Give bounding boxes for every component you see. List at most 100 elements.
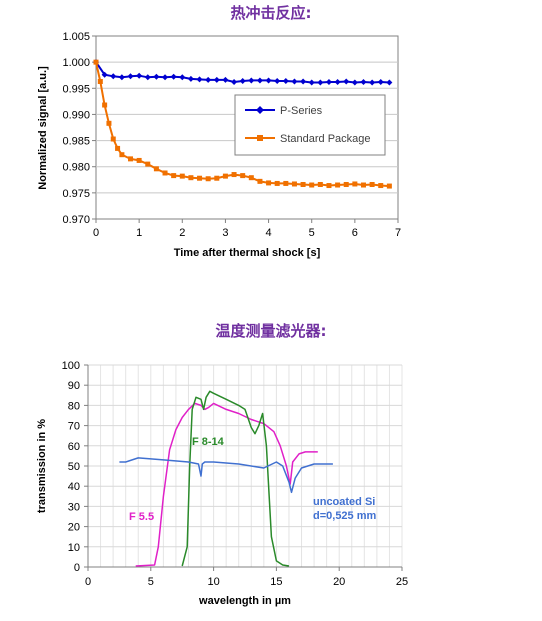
- chart2-y-ticks: 0 10 20 30 40 50 60 70 80 90 100: [62, 360, 88, 574]
- data-point: [240, 173, 246, 179]
- data-point: [360, 79, 367, 86]
- data-point: [179, 74, 186, 81]
- x-tick-label: 0: [93, 227, 99, 239]
- data-point: [205, 76, 212, 83]
- x-tick-label: 6: [352, 227, 358, 239]
- legend-p-series-marker: [256, 106, 264, 114]
- chart2-y-axis-label: transmission in %: [36, 419, 48, 513]
- y-tick-label: 0.995: [62, 83, 90, 95]
- chart2-x-ticks: 0 5 10 15 20 25: [85, 567, 408, 588]
- data-point: [352, 181, 358, 187]
- chart2-gridlines: [88, 364, 403, 567]
- filters-chart: 0 10 20 30 40 50 60 70 80 90 100 0 5 10 15 20 25 wavele…: [36, 360, 408, 607]
- x-tick-label: 1: [136, 227, 142, 239]
- data-point: [197, 175, 203, 181]
- data-point: [145, 161, 151, 167]
- y-tick-label: 0.990: [62, 109, 90, 121]
- data-point: [300, 78, 307, 85]
- x-tick-label: 5: [309, 227, 315, 239]
- data-point: [127, 73, 134, 80]
- legend-standard-label: Standard Package: [280, 133, 371, 145]
- data-point: [300, 181, 306, 187]
- data-point: [265, 77, 272, 84]
- data-point: [179, 173, 185, 179]
- data-point: [326, 183, 332, 189]
- chart1-legend: P-Series Standard Package: [234, 94, 386, 156]
- y-tick-label: 0.980: [62, 162, 90, 174]
- data-point: [369, 181, 375, 187]
- data-point: [153, 166, 159, 172]
- x-tick-label: 20: [333, 576, 345, 588]
- y-tick-label: 0: [74, 562, 80, 574]
- data-point: [266, 180, 272, 186]
- data-point: [343, 181, 349, 187]
- data-point: [222, 173, 228, 179]
- y-tick-label: 40: [68, 481, 80, 493]
- data-point: [360, 182, 366, 188]
- data-point: [118, 74, 125, 81]
- data-point: [343, 78, 350, 85]
- y-tick-label: 60: [68, 441, 80, 453]
- data-point: [162, 74, 169, 81]
- data-point: [386, 183, 392, 189]
- data-point: [291, 78, 298, 85]
- data-point: [282, 77, 289, 84]
- data-point: [256, 77, 263, 84]
- data-point: [93, 59, 99, 65]
- data-point: [196, 76, 203, 83]
- y-tick-label: 10: [68, 542, 80, 554]
- x-tick-label: 5: [148, 576, 154, 588]
- thermal-shock-chart: 0.970 0.975 0.980 0.985 0.990 0.995 1.000 1.005…: [37, 31, 401, 259]
- data-point: [334, 79, 341, 86]
- annotation-si-line1: uncoated Si: [313, 496, 375, 508]
- data-point: [369, 79, 376, 86]
- x-tick-label: 15: [270, 576, 282, 588]
- data-point: [171, 173, 177, 179]
- legend-box: [234, 94, 386, 156]
- data-point: [153, 73, 160, 80]
- data-point: [106, 120, 112, 126]
- data-point: [188, 175, 194, 181]
- legend-p-series-label: P-Series: [280, 105, 323, 117]
- chart1-series: [93, 59, 393, 189]
- data-point: [308, 79, 315, 86]
- data-point: [213, 76, 220, 83]
- data-point: [187, 75, 194, 82]
- data-point: [248, 77, 255, 84]
- annotation-si-line2: d=0,525 mm: [313, 510, 377, 522]
- data-point: [97, 78, 103, 84]
- data-point: [231, 79, 238, 86]
- data-point: [101, 71, 108, 78]
- y-tick-label: 50: [68, 461, 80, 473]
- data-point: [136, 72, 143, 79]
- data-point: [317, 79, 324, 86]
- chart2-title: 温度测量滤光器:: [215, 322, 327, 340]
- data-point: [205, 176, 211, 182]
- chart2-series: [119, 390, 333, 567]
- data-point: [128, 156, 134, 162]
- data-point: [291, 181, 297, 187]
- data-point: [214, 175, 220, 181]
- y-tick-label: 20: [68, 522, 80, 534]
- data-point: [231, 172, 237, 178]
- data-point: [386, 79, 393, 86]
- y-tick-label: 70: [68, 421, 80, 433]
- x-tick-label: 2: [179, 227, 185, 239]
- series-uncoated-si: [119, 457, 333, 494]
- y-tick-label: 100: [62, 360, 80, 372]
- data-point: [274, 77, 281, 84]
- y-tick-label: 30: [68, 501, 80, 513]
- data-point: [248, 175, 254, 181]
- data-point: [162, 170, 168, 176]
- y-tick-label: 1.000: [62, 57, 90, 69]
- data-point: [239, 77, 246, 84]
- data-point: [378, 183, 384, 189]
- data-point: [325, 79, 332, 86]
- data-point: [351, 79, 358, 86]
- data-point: [144, 74, 151, 81]
- x-tick-label: 7: [395, 227, 401, 239]
- series-f8-14: [181, 390, 290, 567]
- chart1-y-axis-label: Normalized signal [a.u.]: [37, 66, 49, 190]
- data-point: [136, 157, 142, 163]
